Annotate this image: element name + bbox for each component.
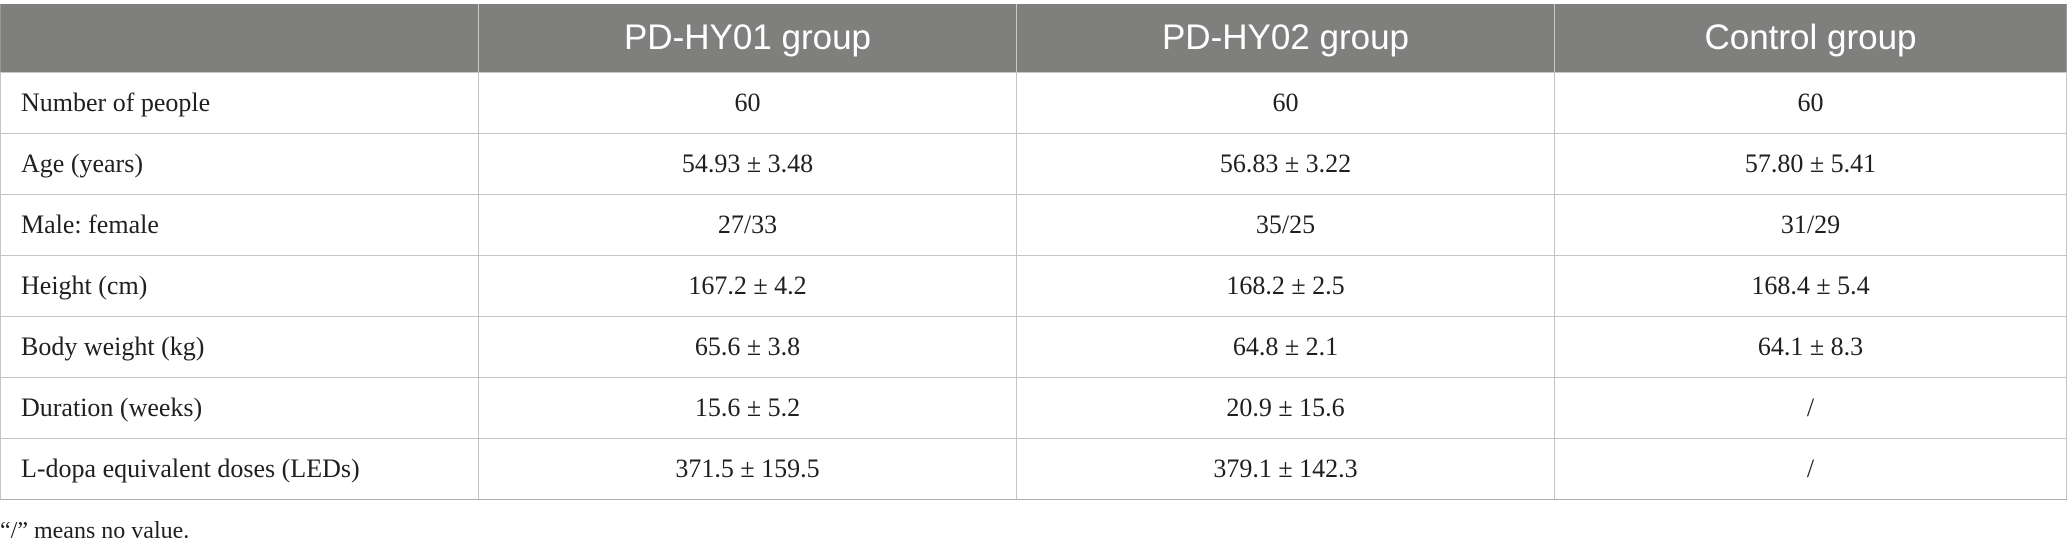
table-cell: 35/25 (1016, 194, 1555, 256)
table-cell: 379.1 ± 142.3 (1016, 438, 1555, 500)
table-cell: 15.6 ± 5.2 (478, 377, 1017, 439)
row-label: Duration (weeks) (0, 377, 479, 439)
table-row: Age (years) 54.93 ± 3.48 56.83 ± 3.22 57… (0, 133, 2067, 195)
table-cell: 168.2 ± 2.5 (1016, 255, 1555, 317)
table-cell: 60 (1554, 72, 2067, 134)
table-cell: / (1554, 438, 2067, 500)
table-cell: 64.1 ± 8.3 (1554, 316, 2067, 378)
table-cell: / (1554, 377, 2067, 439)
table-row: Number of people 60 60 60 (0, 72, 2067, 134)
header-pd-hy02-group: PD-HY02 group (1016, 4, 1555, 73)
header-control-group: Control group (1554, 4, 2067, 73)
table-cell: 27/33 (478, 194, 1017, 256)
header-row-label (0, 4, 479, 73)
row-label: Height (cm) (0, 255, 479, 317)
table-cell: 64.8 ± 2.1 (1016, 316, 1555, 378)
row-label: Male: female (0, 194, 479, 256)
table-row: Male: female 27/33 35/25 31/29 (0, 194, 2067, 256)
table-cell: 60 (1016, 72, 1555, 134)
table-cell: 20.9 ± 15.6 (1016, 377, 1555, 439)
table-row: Height (cm) 167.2 ± 4.2 168.2 ± 2.5 168.… (0, 255, 2067, 317)
table-cell: 167.2 ± 4.2 (478, 255, 1017, 317)
row-label: Age (years) (0, 133, 479, 195)
table-cell: 31/29 (1554, 194, 2067, 256)
table-row: Duration (weeks) 15.6 ± 5.2 20.9 ± 15.6 … (0, 377, 2067, 439)
table-cell: 371.5 ± 159.5 (478, 438, 1017, 500)
table-cell: 60 (478, 72, 1017, 134)
row-label: Body weight (kg) (0, 316, 479, 378)
row-label: Number of people (0, 72, 479, 134)
table-header-row: PD-HY01 group PD-HY02 group Control grou… (0, 4, 2067, 73)
table-row: L-dopa equivalent doses (LEDs) 371.5 ± 1… (0, 438, 2067, 500)
table-footnote: “/” means no value. (0, 518, 190, 544)
row-label: L-dopa equivalent doses (LEDs) (0, 438, 479, 500)
demographics-table-container: PD-HY01 group PD-HY02 group Control grou… (0, 4, 2067, 500)
demographics-table: PD-HY01 group PD-HY02 group Control grou… (0, 4, 2067, 500)
table-cell: 56.83 ± 3.22 (1016, 133, 1555, 195)
table-cell: 65.6 ± 3.8 (478, 316, 1017, 378)
table-cell: 168.4 ± 5.4 (1554, 255, 2067, 317)
table-row: Body weight (kg) 65.6 ± 3.8 64.8 ± 2.1 6… (0, 316, 2067, 378)
table-cell: 54.93 ± 3.48 (478, 133, 1017, 195)
table-cell: 57.80 ± 5.41 (1554, 133, 2067, 195)
header-pd-hy01-group: PD-HY01 group (478, 4, 1017, 73)
